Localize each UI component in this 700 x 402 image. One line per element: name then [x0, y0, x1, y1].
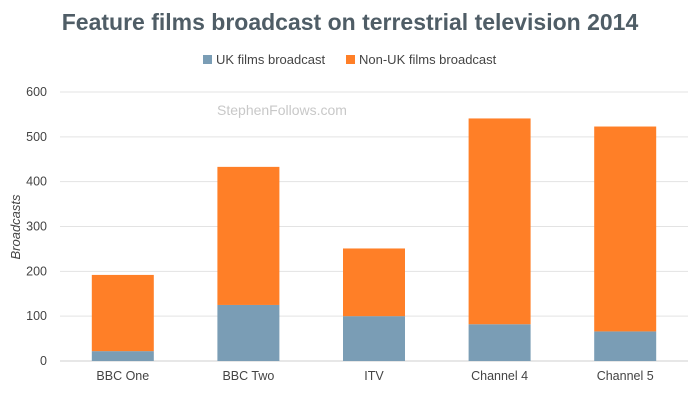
x-tick-label: ITV: [364, 369, 384, 383]
y-tick-label: 600: [26, 85, 47, 99]
y-tick-label: 0: [40, 354, 47, 368]
y-tick-label: 400: [26, 175, 47, 189]
x-tick-label: Channel 5: [597, 369, 654, 383]
legend-swatch: [203, 55, 212, 64]
y-tick-label: 100: [26, 309, 47, 323]
x-tick-label: Channel 4: [471, 369, 528, 383]
bar-segment-non-uk: [91, 274, 154, 352]
y-tick-label: 500: [26, 130, 47, 144]
bar-segment-uk: [91, 351, 154, 361]
bar-segment-uk: [343, 316, 405, 361]
x-tick-label: BBC One: [96, 369, 149, 383]
bar-segment-non-uk: [343, 248, 405, 317]
legend: UK films broadcast Non-UK films broadcast: [203, 52, 497, 67]
bar-segment-non-uk: [468, 118, 531, 325]
bar-segment-non-uk: [594, 126, 657, 332]
legend-swatch: [346, 55, 355, 64]
chart-title: Feature films broadcast on terrestrial t…: [62, 9, 639, 35]
legend-label: Non-UK films broadcast: [359, 52, 497, 67]
bar-segment-uk: [594, 331, 657, 361]
x-axis-ticks: BBC One BBC Two ITV Channel 4 Channel 5: [96, 369, 653, 383]
y-axis-label: Broadcasts: [8, 194, 23, 260]
bar-segment-non-uk: [217, 166, 280, 305]
legend-label: UK films broadcast: [216, 52, 325, 67]
bar-segment-uk: [217, 304, 280, 361]
y-tick-label: 200: [26, 264, 47, 278]
y-tick-label: 300: [26, 220, 47, 234]
watermark-text: StephenFollows.com: [217, 102, 347, 118]
bars: [91, 118, 657, 361]
y-axis-ticks: 0 100 200 300 400 500 600: [26, 85, 47, 368]
x-tick-label: BBC Two: [222, 369, 274, 383]
bar-segment-uk: [468, 324, 531, 361]
